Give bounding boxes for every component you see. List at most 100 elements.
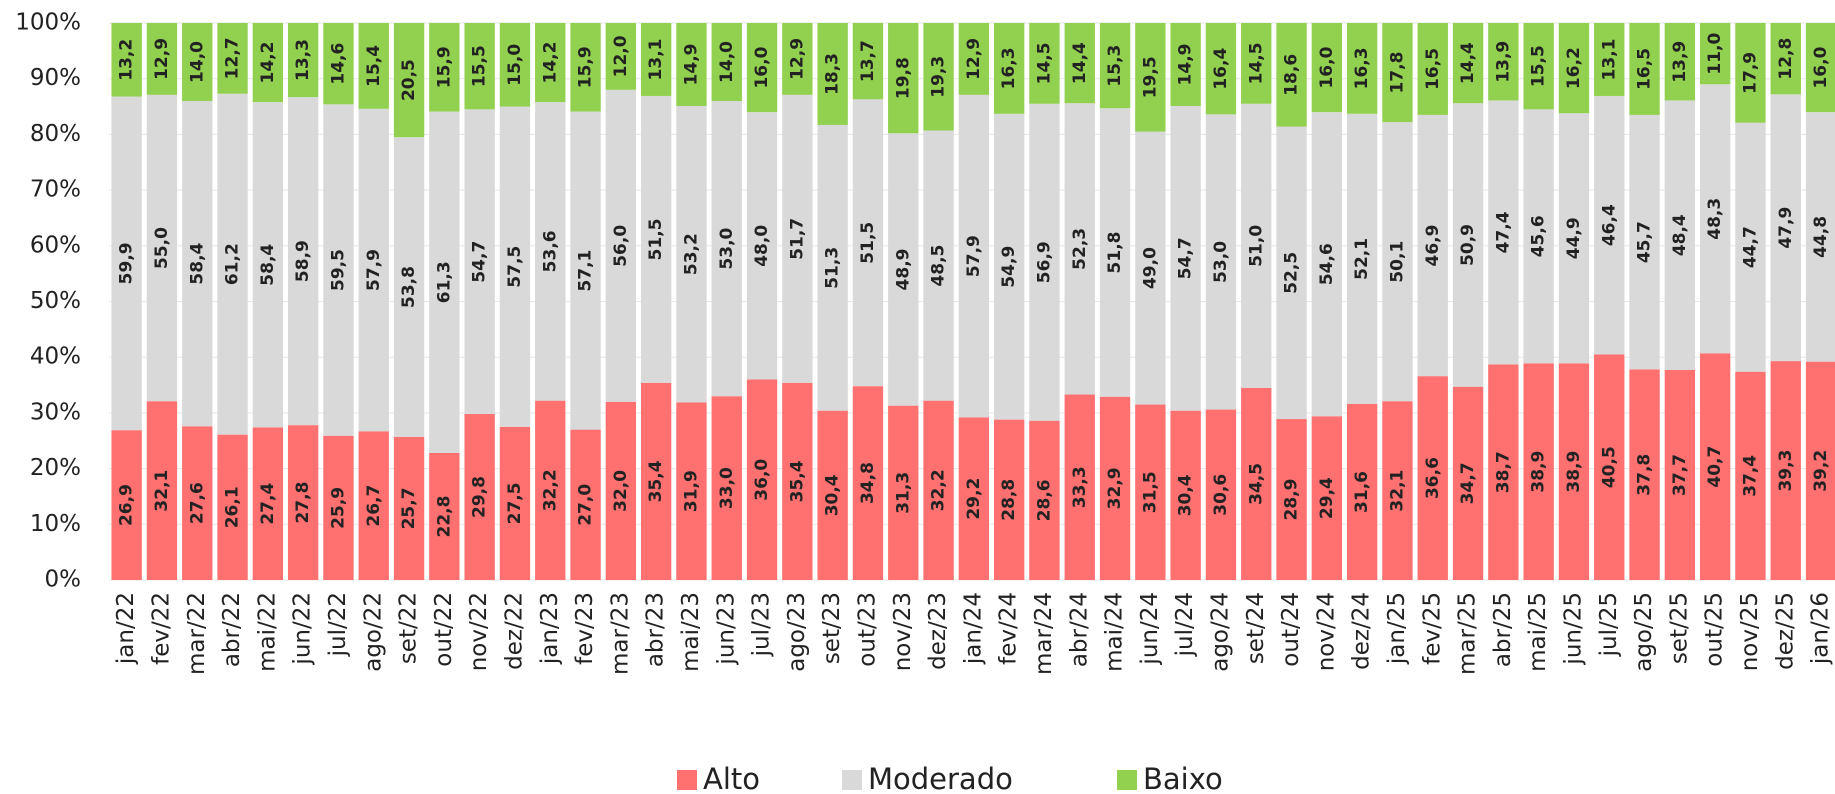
bar-segment xyxy=(888,23,919,134)
value-label: 32,1 xyxy=(1387,470,1407,512)
x-tick-label: ago/24 xyxy=(1207,592,1233,672)
value-label: 25,9 xyxy=(328,487,348,529)
value-label: 34,5 xyxy=(1246,463,1266,505)
value-label: 52,1 xyxy=(1352,238,1372,280)
bar-segment xyxy=(393,23,425,138)
bar-segment xyxy=(640,382,672,580)
bar-segment xyxy=(993,23,1025,114)
x-tick-label: fev/25 xyxy=(1419,592,1445,665)
value-label: 25,7 xyxy=(399,487,419,529)
value-label: 14,2 xyxy=(258,42,278,84)
bar-segment xyxy=(1523,363,1554,580)
value-label: 38,9 xyxy=(1564,451,1584,493)
bar-segment xyxy=(1594,95,1625,355)
value-label: 51,5 xyxy=(646,218,666,260)
value-label: 45,7 xyxy=(1635,221,1655,263)
value-label: 14,5 xyxy=(1034,42,1054,84)
x-tick-label: jun/22 xyxy=(290,592,316,666)
bar-segment xyxy=(429,23,460,112)
bar-segment xyxy=(217,93,248,435)
x-tick-label: jan/25 xyxy=(1384,592,1410,665)
value-label: 12,9 xyxy=(152,38,172,80)
value-label: 32,2 xyxy=(929,469,949,511)
bar-segment xyxy=(217,434,248,580)
value-label: 13,9 xyxy=(1493,41,1513,83)
value-label: 13,3 xyxy=(293,39,313,81)
bar-segment xyxy=(1735,23,1766,123)
bar-segment xyxy=(1170,23,1201,106)
bar-segment xyxy=(1805,112,1835,362)
bar-segment xyxy=(429,111,460,454)
value-label: 12,9 xyxy=(787,38,807,80)
bar-segment xyxy=(711,100,742,397)
value-label: 27,8 xyxy=(293,482,313,524)
value-label: 46,4 xyxy=(1599,204,1619,246)
bar-segment xyxy=(1382,401,1413,580)
value-label: 13,1 xyxy=(1599,39,1619,81)
bar-segment xyxy=(1311,112,1343,417)
value-label: 30,4 xyxy=(1176,474,1196,516)
value-label: 26,9 xyxy=(117,484,137,526)
value-label: 14,6 xyxy=(328,43,348,85)
bar-segment xyxy=(323,23,354,105)
value-label: 17,8 xyxy=(1387,52,1407,94)
bar-segment xyxy=(958,23,990,95)
value-label: 37,8 xyxy=(1635,454,1655,496)
value-label: 31,9 xyxy=(681,470,701,512)
y-tick-label: 90% xyxy=(30,65,81,91)
bar-segment xyxy=(358,431,389,580)
bar-segment xyxy=(993,113,1025,420)
value-label: 54,7 xyxy=(470,241,490,283)
value-label: 59,9 xyxy=(117,242,137,284)
bar-segment xyxy=(746,23,778,113)
bar-segment xyxy=(711,396,742,580)
value-label: 13,7 xyxy=(858,40,878,82)
legend-swatch xyxy=(1117,770,1137,790)
legend-label: Moderado xyxy=(868,762,1013,794)
y-tick-label: 30% xyxy=(30,399,81,425)
value-label: 47,9 xyxy=(1776,207,1796,249)
bar-segment xyxy=(1770,23,1801,95)
value-label: 16,5 xyxy=(1635,48,1655,90)
value-label: 34,8 xyxy=(858,462,878,504)
value-label: 14,4 xyxy=(1070,42,1090,84)
legend-swatch xyxy=(842,770,862,790)
bar-segment xyxy=(746,112,778,380)
value-label: 16,4 xyxy=(1211,48,1231,90)
bar-segment xyxy=(1276,126,1307,420)
value-label: 13,2 xyxy=(117,39,137,81)
value-label: 20,5 xyxy=(399,59,419,101)
value-label: 26,1 xyxy=(223,486,243,528)
bar-segment xyxy=(464,414,495,580)
bar-segment xyxy=(111,23,142,97)
bar-segment xyxy=(1629,369,1660,580)
value-label: 58,9 xyxy=(293,240,313,282)
bar-segment xyxy=(1558,113,1590,364)
value-label: 38,7 xyxy=(1493,451,1513,493)
bar-segment xyxy=(640,23,672,96)
value-label: 12,9 xyxy=(964,38,984,80)
value-label: 15,5 xyxy=(470,45,490,87)
value-label: 26,7 xyxy=(364,485,384,527)
x-tick-label: abr/23 xyxy=(643,592,669,667)
bar-segment xyxy=(958,417,990,580)
bar-segment xyxy=(852,99,884,387)
value-label: 12,7 xyxy=(223,37,243,79)
bar-segment xyxy=(923,130,954,401)
bar-segment xyxy=(1205,23,1237,115)
bar-segment xyxy=(1558,363,1590,580)
bar-segment xyxy=(782,94,813,383)
value-label: 16,3 xyxy=(999,47,1019,89)
bar-segment xyxy=(1594,354,1625,580)
bar-segment xyxy=(570,111,601,430)
value-label: 47,4 xyxy=(1493,211,1513,253)
value-label: 12,0 xyxy=(611,35,631,77)
bar-segment xyxy=(535,400,566,580)
bar-segment xyxy=(1170,105,1201,411)
bar-segment xyxy=(1276,419,1307,580)
bar-segment xyxy=(1064,394,1095,580)
bar-segment xyxy=(535,23,566,103)
bar-segment xyxy=(1311,416,1343,580)
x-tick-label: fev/24 xyxy=(996,592,1022,665)
